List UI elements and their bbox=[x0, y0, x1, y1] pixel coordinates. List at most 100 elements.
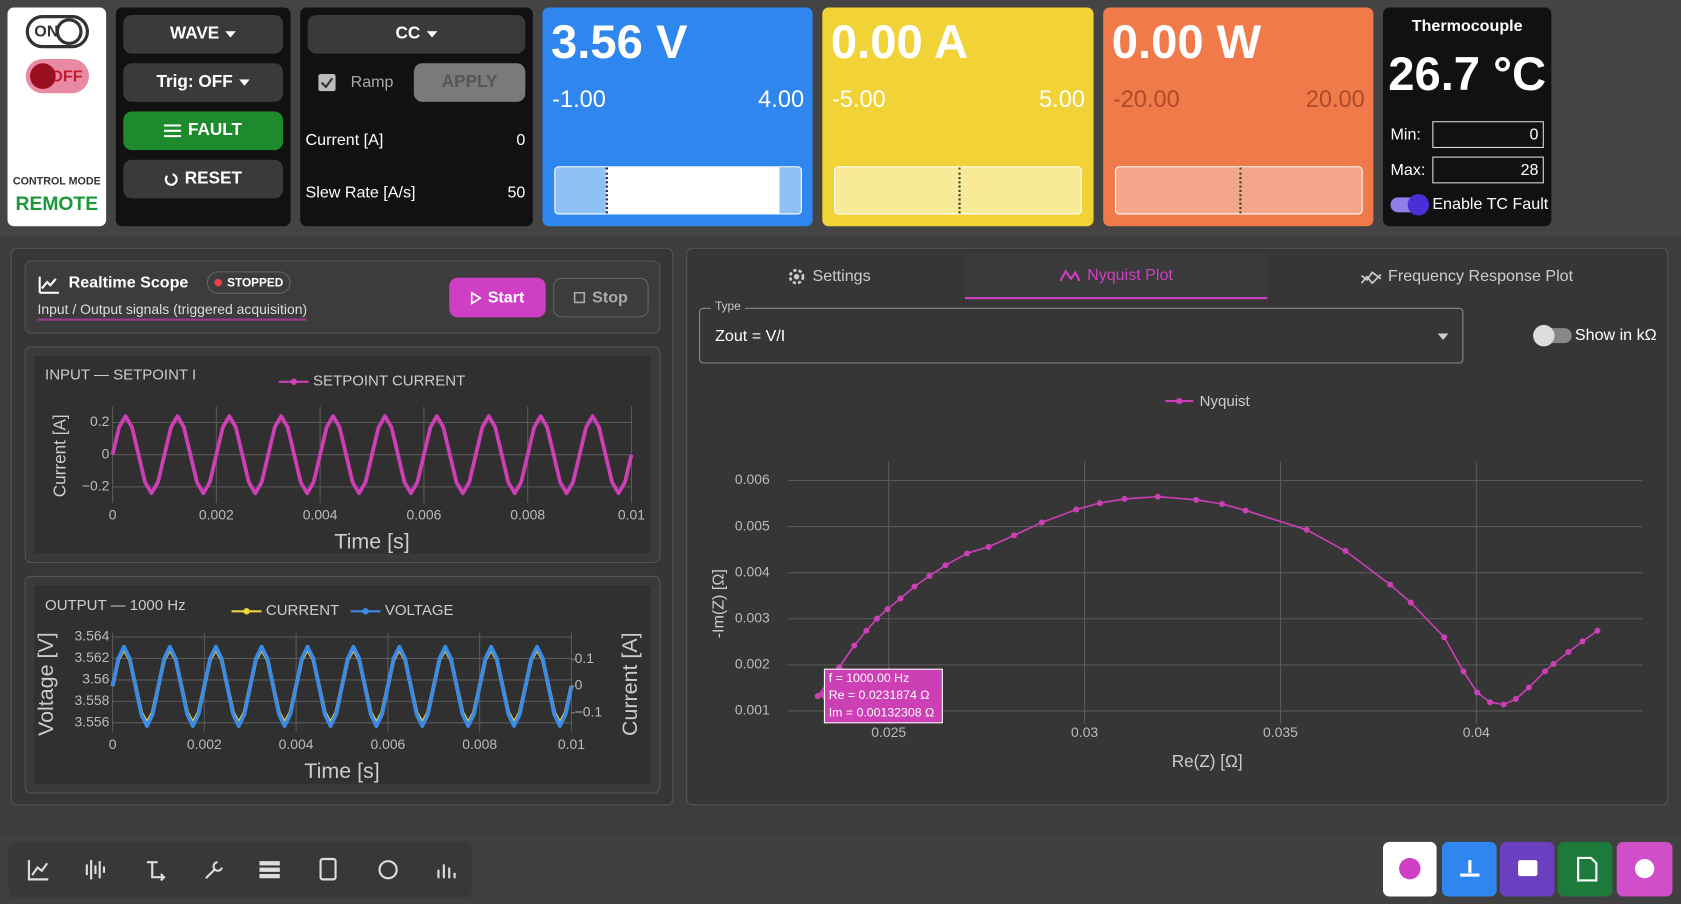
max: 4.00 bbox=[758, 85, 805, 113]
series-line bbox=[110, 414, 634, 496]
ramp-checkbox[interactable] bbox=[318, 73, 336, 92]
max-input[interactable]: 28 bbox=[1432, 156, 1544, 184]
point bbox=[1038, 519, 1045, 526]
point bbox=[897, 595, 904, 602]
x-tick-label: 0.03 bbox=[1071, 724, 1098, 740]
trig-button[interactable]: Trig: OFF bbox=[123, 63, 284, 102]
start-button[interactable]: Start bbox=[449, 277, 546, 318]
voltage-card: 3.56 V -1.00 4.00 bbox=[542, 7, 813, 227]
y2-axis-label: Current [A] bbox=[618, 632, 642, 736]
max-label: Max: bbox=[1390, 160, 1426, 180]
apply-button[interactable]: APPLY bbox=[413, 63, 526, 102]
label: WAVE bbox=[169, 24, 220, 43]
kohm-toggle[interactable] bbox=[1533, 324, 1572, 347]
meter-bar bbox=[554, 166, 802, 215]
type-select[interactable]: Type Zout = V/I bbox=[699, 300, 1464, 364]
off-toggle[interactable]: OFF bbox=[25, 58, 89, 94]
icon bbox=[470, 291, 482, 305]
x-tick-label: 0.008 bbox=[462, 736, 497, 752]
label: Start bbox=[487, 288, 525, 307]
legend-swatch bbox=[1176, 397, 1183, 405]
toolbar-icons bbox=[27, 841, 1673, 897]
point bbox=[926, 572, 933, 579]
legend-label: Nyquist bbox=[1200, 393, 1251, 410]
point bbox=[1525, 684, 1532, 691]
x-tick-label: 0.035 bbox=[1263, 724, 1298, 740]
tab[interactable]: Frequency Response Plot bbox=[1272, 253, 1662, 299]
status-pill: STOPPED bbox=[206, 271, 291, 294]
status-dot bbox=[214, 278, 222, 287]
thermo-card: Thermocouple 26.7 °C Min: 0 Max: 28 Enab… bbox=[1383, 7, 1552, 227]
reset-button[interactable]: RESET bbox=[123, 159, 284, 199]
icon[interactable] bbox=[27, 860, 49, 881]
x-tick-label: 0.01 bbox=[618, 507, 645, 523]
point bbox=[863, 627, 870, 634]
icon bbox=[1460, 860, 1480, 877]
x-tick-label: 0.006 bbox=[370, 736, 405, 752]
meter-fill bbox=[605, 167, 780, 214]
x-tick-label: 0.004 bbox=[279, 736, 314, 752]
x-tick-label: 0 bbox=[109, 736, 117, 752]
scope-title: Realtime Scope bbox=[68, 273, 189, 292]
point bbox=[1193, 496, 1200, 503]
y-axis-label: -Im(Z) [Ω] bbox=[710, 569, 728, 638]
min-label: Min: bbox=[1390, 125, 1421, 144]
meter-bar bbox=[1114, 166, 1363, 215]
y-tick-label: 3.558 bbox=[75, 692, 110, 708]
row-label: Current [A] bbox=[305, 130, 384, 150]
tooltip bbox=[823, 668, 943, 724]
stop-button[interactable]: Stop bbox=[553, 277, 649, 318]
y-tick-label: 3.564 bbox=[75, 628, 110, 644]
x-axis-label: Time [s] bbox=[334, 529, 409, 553]
point bbox=[1541, 668, 1548, 675]
point bbox=[1474, 689, 1481, 696]
icon[interactable] bbox=[85, 860, 106, 880]
icon bbox=[165, 172, 179, 186]
cc-button[interactable]: CC bbox=[307, 15, 526, 54]
x-axis-label: Re(Z) [Ω] bbox=[1172, 751, 1243, 771]
point bbox=[1121, 495, 1128, 502]
on-toggle[interactable]: ON bbox=[25, 15, 89, 49]
app-button[interactable] bbox=[1557, 841, 1613, 897]
power-card: ON OFF CONTROL MODE REMOTE bbox=[7, 7, 107, 227]
x-tick-label: 0.01 bbox=[558, 736, 585, 752]
point bbox=[911, 583, 918, 590]
meter-zero bbox=[958, 167, 961, 214]
icon[interactable] bbox=[146, 861, 166, 882]
icon[interactable] bbox=[259, 861, 280, 879]
icon bbox=[1059, 268, 1081, 281]
reading: 0.00 W bbox=[1111, 16, 1262, 69]
caret bbox=[239, 79, 250, 86]
point bbox=[884, 606, 891, 613]
point bbox=[1487, 699, 1494, 706]
icon[interactable] bbox=[205, 861, 223, 880]
status: STOPPED bbox=[227, 276, 284, 290]
power-meter-card: 0.00 W -20.00 20.00 bbox=[1103, 7, 1374, 227]
label: Trig: OFF bbox=[156, 72, 233, 92]
legend-swatch bbox=[362, 608, 369, 615]
point bbox=[1594, 627, 1601, 634]
max: 5.00 bbox=[1039, 85, 1085, 113]
fault-button[interactable]: FAULT bbox=[123, 111, 284, 151]
current-card: 0.00 A -5.00 5.00 bbox=[822, 7, 1094, 227]
chart-title: INPUT — SETPOINT I bbox=[45, 366, 196, 383]
y-tick-label: 3.56 bbox=[82, 671, 109, 687]
icon bbox=[1360, 270, 1382, 284]
icon[interactable] bbox=[437, 864, 456, 879]
tc-toggle[interactable] bbox=[1390, 194, 1430, 216]
icon[interactable] bbox=[378, 860, 398, 880]
select-label: Type bbox=[710, 300, 745, 314]
scope-header: Realtime Scope STOPPED Input / Output si… bbox=[24, 260, 661, 334]
point bbox=[1441, 634, 1448, 641]
row-value: 50 bbox=[507, 183, 526, 202]
caret bbox=[426, 31, 438, 38]
wave-button[interactable]: WAVE bbox=[123, 15, 284, 54]
tab[interactable]: Settings bbox=[697, 253, 961, 299]
icon[interactable] bbox=[319, 857, 337, 881]
min-input[interactable]: 0 bbox=[1432, 121, 1544, 148]
legend-label: CURRENT bbox=[266, 602, 339, 619]
tab-active[interactable]: Nyquist Plot bbox=[964, 253, 1268, 300]
x-tick-label: 0.008 bbox=[510, 507, 545, 523]
label: FAULT bbox=[187, 121, 242, 140]
